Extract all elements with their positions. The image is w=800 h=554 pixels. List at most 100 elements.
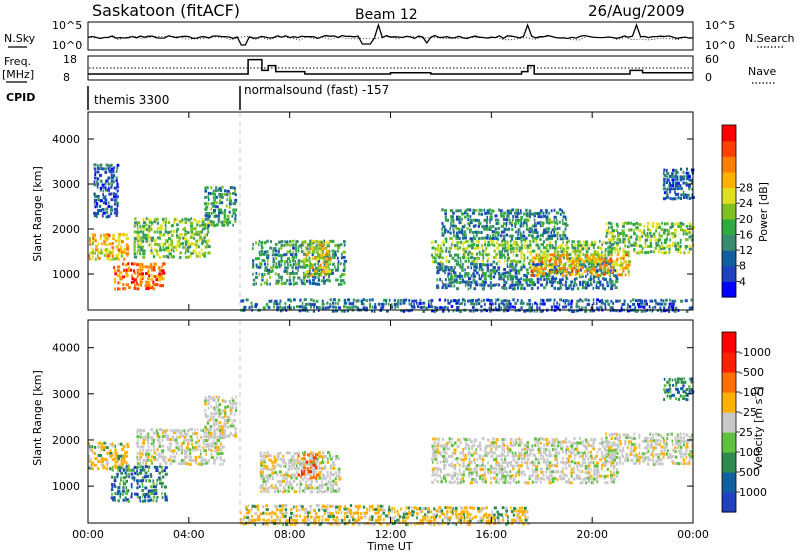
power-cell (495, 237, 499, 241)
power-cell (365, 299, 368, 303)
power-cell (440, 246, 443, 250)
velocity-cell (450, 444, 454, 448)
power-cell (292, 239, 295, 243)
power-cell (528, 306, 532, 310)
power-cell (289, 278, 292, 282)
velocity-cell (357, 515, 360, 519)
velocity-cell (222, 459, 226, 463)
power-cell (481, 244, 483, 247)
power-cell (643, 231, 646, 235)
velocity-cell (553, 441, 556, 445)
power-cell (155, 278, 158, 282)
velocity-cell (324, 512, 326, 516)
power-cell (159, 248, 163, 252)
power-cell (283, 243, 286, 247)
power-cell (302, 252, 307, 256)
power-cell (455, 231, 459, 235)
power-cell (161, 284, 164, 288)
velocity-cell (294, 473, 297, 477)
power-cell (674, 306, 678, 310)
power-cell (104, 198, 108, 202)
power-cell (270, 240, 272, 244)
velocity-cell (210, 449, 213, 452)
power-cell (643, 299, 648, 303)
power-cell (547, 230, 550, 234)
power-cell (339, 282, 343, 286)
power-cell (635, 226, 639, 230)
velocity-cell (374, 511, 378, 515)
power-cell (517, 228, 521, 232)
velocity-cell (119, 466, 123, 470)
velocity-cell (504, 455, 507, 458)
velocity-cell (229, 418, 232, 422)
power-cell (103, 254, 106, 257)
velocity-cell (136, 444, 139, 448)
power-cell (258, 253, 262, 257)
power-cell (637, 309, 639, 313)
velocity-echoes (88, 377, 695, 526)
power-cell (509, 269, 513, 273)
power-cell (682, 232, 685, 236)
power-cell (117, 287, 120, 291)
velocity-cell (485, 506, 488, 510)
power-cell (261, 275, 264, 278)
velocity-cell (471, 445, 474, 449)
power-cell (674, 169, 678, 173)
velocity-cell (88, 466, 92, 470)
velocity-cell (202, 446, 205, 450)
power-cell (534, 231, 537, 234)
power-cell (280, 278, 283, 282)
power-cell (534, 212, 538, 215)
velocity-cell (596, 480, 599, 484)
power-cell (334, 243, 337, 247)
power-cell (113, 202, 117, 206)
velocity-cell (554, 464, 558, 468)
power-cell (662, 231, 666, 235)
power-cell (517, 230, 519, 234)
velocity-cell (524, 516, 527, 520)
power-cell (550, 220, 554, 224)
power-cell (112, 174, 116, 178)
power-colorbar-swatch (722, 218, 736, 235)
power-cell (228, 199, 232, 203)
power-cell (611, 280, 614, 284)
power-cell (106, 233, 110, 237)
velocity-cell (352, 511, 356, 515)
power-cell (312, 299, 315, 303)
power-cell (154, 242, 158, 246)
power-cell (173, 217, 176, 221)
power-cell (102, 211, 106, 215)
power-cell (682, 181, 685, 185)
power-cell (533, 214, 536, 218)
power-cell (608, 238, 612, 242)
velocity-cell (234, 431, 238, 435)
nave-tick-top: 60 (705, 53, 719, 66)
power-cell (671, 243, 675, 247)
velocity-cell (338, 505, 342, 509)
velocity-cell (234, 434, 238, 438)
power-cell (531, 303, 534, 307)
power-cell (518, 246, 522, 250)
velocity-cell (153, 492, 156, 496)
power-cell (294, 252, 298, 256)
power-cell (514, 309, 517, 313)
power-cell (313, 272, 316, 276)
power-cell (611, 238, 614, 242)
velocity-cell (251, 519, 255, 522)
power-cell (525, 208, 528, 212)
power-cell (96, 204, 99, 208)
power-cell (280, 282, 284, 286)
power-cell (636, 234, 638, 238)
velocity-cell (136, 492, 139, 496)
velocity-cell (598, 447, 601, 451)
power-cell (503, 211, 506, 215)
power-cell (448, 281, 452, 285)
power-cell (469, 230, 472, 234)
power-cell (429, 305, 433, 309)
power-cell (575, 254, 579, 258)
power-cell (666, 232, 670, 236)
power-cell (492, 269, 496, 273)
power-cell (542, 240, 546, 244)
power-cell (531, 283, 534, 287)
power-cell (234, 189, 236, 193)
